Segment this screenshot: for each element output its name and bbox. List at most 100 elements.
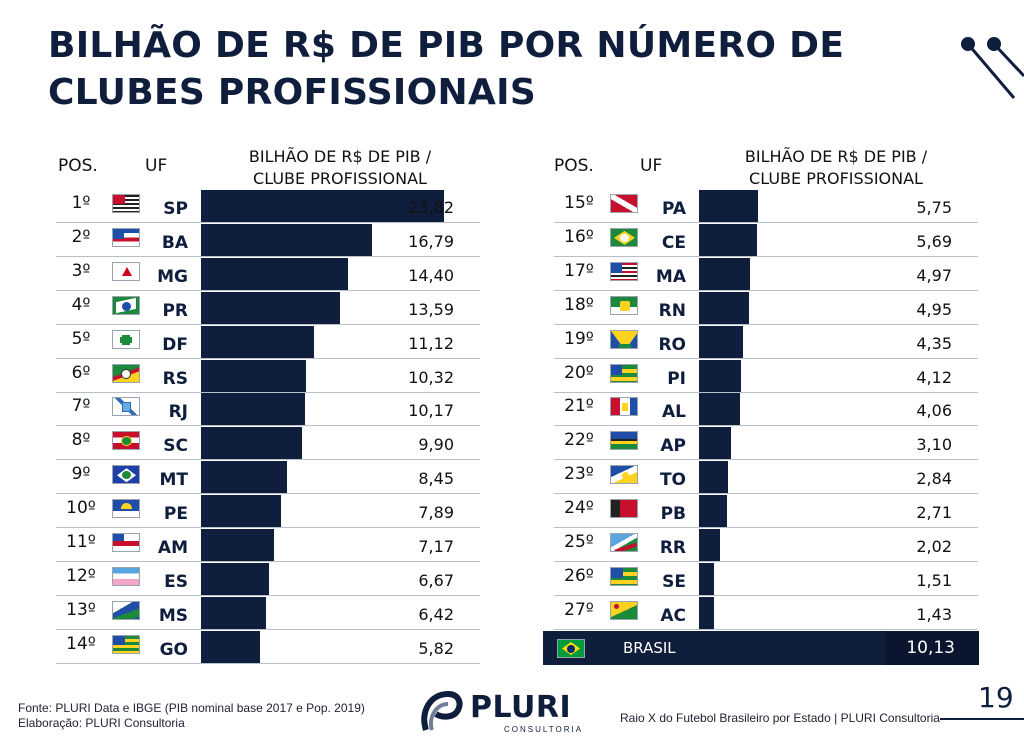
table-row: 10º PE 7,89	[56, 495, 480, 529]
table-row: 4º PR 13,59	[56, 291, 480, 325]
minas-gerais-flag-icon	[112, 261, 140, 281]
header-pos-left: POS.	[58, 156, 98, 176]
position-label: 8º	[71, 430, 91, 451]
bar	[201, 257, 348, 290]
bar	[201, 427, 302, 460]
uf-label: TO	[659, 470, 686, 491]
table-row: 1º SP 23,82	[56, 190, 480, 223]
value-label: 6,67	[418, 570, 454, 590]
source-text: Fonte: PLURI Data e IBGE (PIB nominal ba…	[18, 701, 365, 715]
value-label: 7,17	[418, 537, 454, 556]
footer-source: Fonte: PLURI Data e IBGE (PIB nominal ba…	[18, 701, 365, 731]
uf-label: RR	[659, 538, 686, 558]
bar	[201, 359, 306, 392]
table-row: 26º SE 1,51	[554, 562, 978, 596]
position-label: 5º	[71, 328, 91, 349]
sergipe-flag-icon	[610, 566, 638, 586]
position-label: 11º	[66, 532, 96, 552]
value-label: 3,10	[916, 435, 952, 455]
table-row: 21º AL 4,06	[554, 393, 978, 427]
position-label: 22º	[564, 430, 594, 451]
uf-label: MT	[159, 470, 188, 491]
mato-grosso-flag-icon	[112, 465, 140, 485]
value-label: 6,42	[418, 604, 454, 624]
santa-catarina-flag-icon	[112, 431, 140, 451]
table-row: 16º CE 5,69	[554, 223, 978, 257]
value-label: 14,40	[408, 265, 454, 285]
parana-flag-icon	[112, 295, 140, 315]
mato-grosso-do-sul-flag-icon	[112, 600, 140, 620]
table-row: 27º AC 1,43	[554, 596, 978, 630]
acre-flag-icon	[610, 600, 638, 620]
logo-name: PLURI	[470, 690, 572, 725]
position-label: 1º	[71, 193, 91, 213]
bar	[699, 359, 741, 392]
brasil-value-box: 10,13	[885, 631, 979, 665]
position-label: 14º	[66, 633, 96, 654]
value-label: 13,59	[408, 299, 454, 319]
bar	[699, 325, 743, 358]
value-label: 4,97	[916, 265, 952, 285]
position-label: 27º	[564, 599, 594, 620]
table-row: 19º RO 4,35	[554, 325, 978, 359]
maranhao-flag-icon	[610, 261, 638, 281]
value-label: 2,71	[916, 503, 952, 523]
brasil-value: 10,13	[906, 638, 955, 658]
bar	[699, 427, 731, 460]
uf-label: PA	[661, 199, 686, 219]
uf-label: CE	[661, 232, 686, 253]
table-row: 8º SC 9,90	[56, 427, 480, 461]
value-label: 4,35	[916, 333, 952, 353]
value-label: 4,95	[916, 299, 952, 319]
ceara-flag-icon	[610, 227, 638, 247]
bar	[201, 325, 314, 358]
uf-label: PE	[163, 504, 188, 525]
rio-grande-do-norte-flag-icon	[610, 295, 638, 315]
brasil-flag-icon	[557, 639, 585, 658]
bar	[201, 393, 305, 426]
brasil-label: BRASIL	[623, 639, 676, 657]
uf-label: AM	[157, 538, 188, 558]
value-label: 5,69	[916, 231, 952, 251]
uf-label: RO	[658, 334, 686, 355]
header-value-line2: CLUBE PROFISSIONAL	[253, 169, 427, 188]
pluri-logo-icon	[421, 690, 463, 731]
uf-label: AC	[660, 605, 686, 626]
uf-label: GO	[159, 639, 188, 660]
bar	[201, 596, 266, 629]
header-uf-right: UF	[640, 156, 663, 176]
bar	[699, 257, 750, 290]
value-label: 2,84	[916, 469, 952, 489]
bar	[201, 223, 372, 256]
header-pos-right: POS.	[554, 156, 594, 176]
uf-label: RS	[162, 368, 188, 389]
circuit-decoration-icon	[961, 37, 1024, 99]
uf-label: PI	[667, 368, 686, 389]
value-label: 10,17	[408, 401, 454, 421]
alagoas-flag-icon	[610, 397, 638, 417]
pernambuco-flag-icon	[112, 499, 140, 519]
bar	[699, 495, 727, 528]
uf-label: BA	[161, 232, 188, 253]
value-label: 7,89	[418, 503, 454, 523]
position-label: 23º	[564, 464, 594, 485]
table-row: 14º GO 5,82	[56, 630, 480, 664]
table-row: 13º MS 6,42	[56, 596, 480, 630]
position-label: 26º	[564, 565, 594, 586]
paraiba-flag-icon	[610, 499, 638, 519]
value-label: 16,79	[408, 231, 454, 251]
table-row: 24º PB 2,71	[554, 495, 978, 529]
value-label: 4,06	[916, 401, 952, 421]
position-label: 24º	[564, 498, 594, 519]
value-label: 5,75	[916, 198, 952, 217]
table-row: 11º AM 7,17	[56, 529, 480, 562]
header-value-right: BILHÃO DE R$ DE PIB / CLUBE PROFISSIONAL	[696, 146, 976, 190]
uf-label: SC	[163, 436, 188, 457]
uf-label: SE	[662, 571, 686, 592]
rondonia-flag-icon	[610, 329, 638, 349]
page-number-underline	[940, 718, 1024, 720]
uf-label: RN	[658, 300, 686, 321]
bar	[201, 190, 444, 222]
bar	[201, 291, 340, 324]
position-label: 10º	[66, 498, 96, 519]
